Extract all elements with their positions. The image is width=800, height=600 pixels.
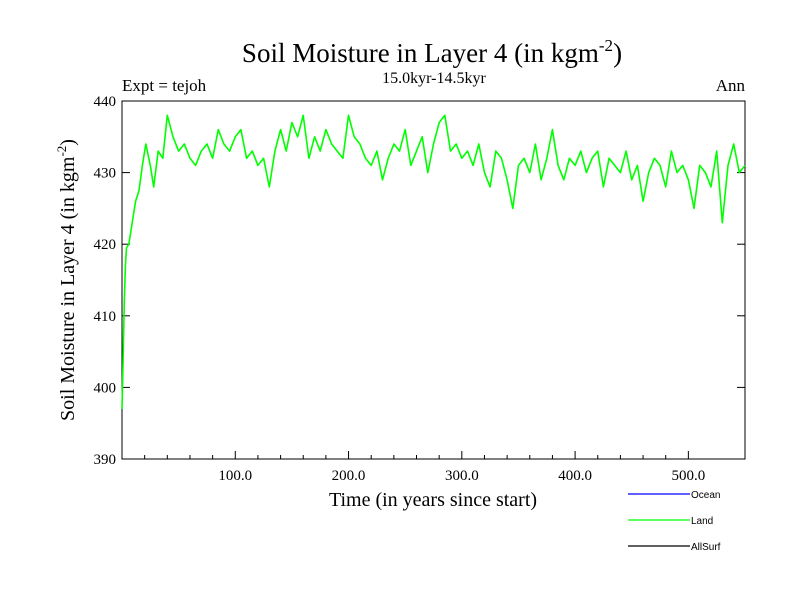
chart-title: Soil Moisture in Layer 4 (in kgm-2): [242, 36, 622, 68]
legend-label-allsurf: AllSurf: [691, 542, 721, 553]
y-axis-label: Soil Moisture in Layer 4 (in kgm-2): [54, 139, 79, 421]
series-line-land: [121, 114, 746, 409]
y-tick-label-5: 440: [94, 94, 117, 110]
x-tick-label-1: 200.0: [332, 468, 366, 484]
y-axis-label-main: Soil Moisture in Layer 4 (in kgm: [57, 156, 79, 421]
x-tick-label-3: 400.0: [558, 468, 592, 484]
y-tick-label-0: 390: [94, 452, 117, 468]
y-axis-ticks: 390 400 410 420 430 440: [94, 94, 745, 468]
x-axis-ticks: 100.0 200.0 300.0 400.0 500.0: [144, 451, 705, 484]
y-axis-label-close: ): [57, 139, 79, 146]
y-tick-label-2: 410: [94, 309, 117, 325]
y-tick-label-3: 420: [94, 237, 117, 253]
chart-title-exponent: -2: [599, 36, 613, 55]
legend-label-land: Land: [691, 516, 713, 527]
period-label: 15.0kyr-14.5kyr: [382, 70, 486, 87]
y-tick-label-4: 430: [94, 166, 117, 182]
x-tick-label-0: 100.0: [218, 468, 252, 484]
chart-title-main: Soil Moisture in Layer 4 (in kgm: [242, 38, 599, 68]
legend: Ocean Land AllSurf: [628, 490, 721, 553]
y-axis-label-exponent: -2: [54, 146, 69, 157]
plot-frame: [121, 100, 746, 460]
season-label: Ann: [716, 76, 746, 95]
y-tick-label-1: 400: [94, 380, 117, 396]
x-axis-label: Time (in years since start): [329, 489, 537, 511]
x-tick-label-2: 300.0: [445, 468, 479, 484]
chart-title-close: ): [613, 38, 622, 68]
x-tick-label-4: 500.0: [671, 468, 705, 484]
legend-label-ocean: Ocean: [691, 490, 720, 501]
experiment-label: Expt = tejoh: [122, 76, 207, 95]
